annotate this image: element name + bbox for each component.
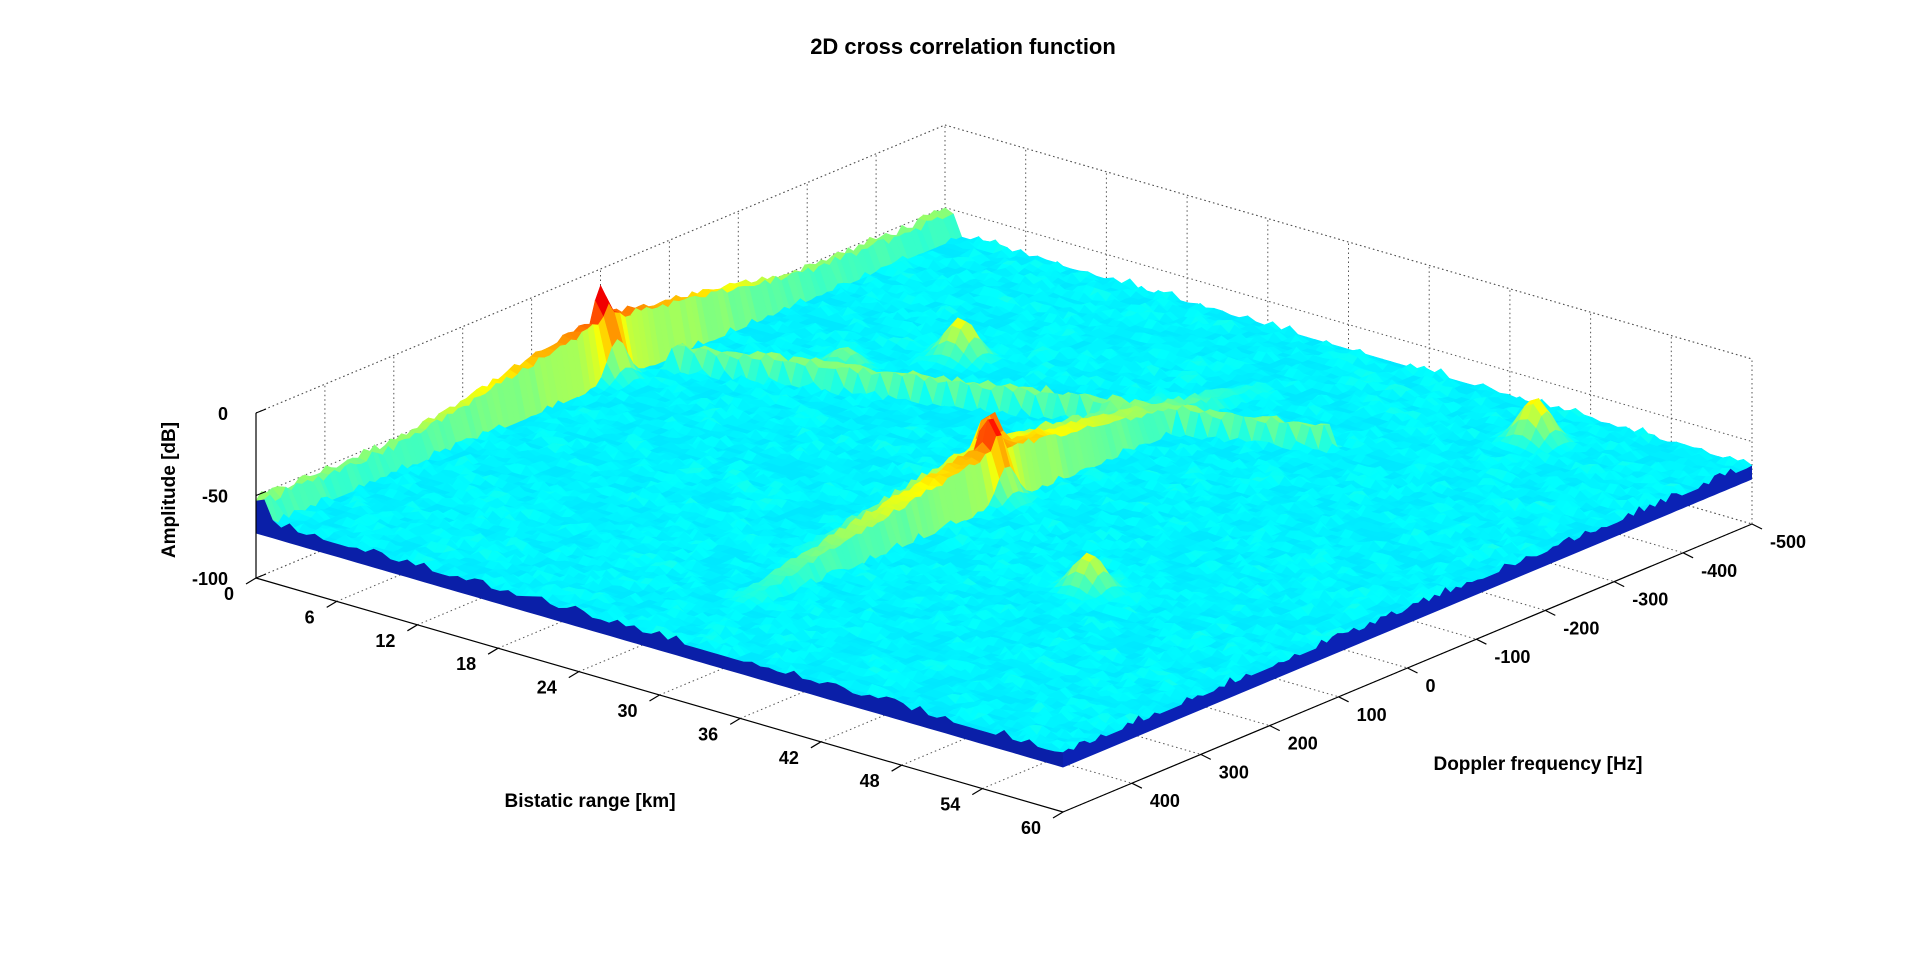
grid-line-z-back [255, 207, 946, 496]
surface-mesh [255, 207, 1753, 768]
grid-line-z-right [944, 207, 1753, 442]
chart-title: 2D cross correlation function [810, 34, 1116, 59]
grid-line-z-right [944, 124, 1753, 360]
grid-line-z-back [255, 124, 946, 414]
